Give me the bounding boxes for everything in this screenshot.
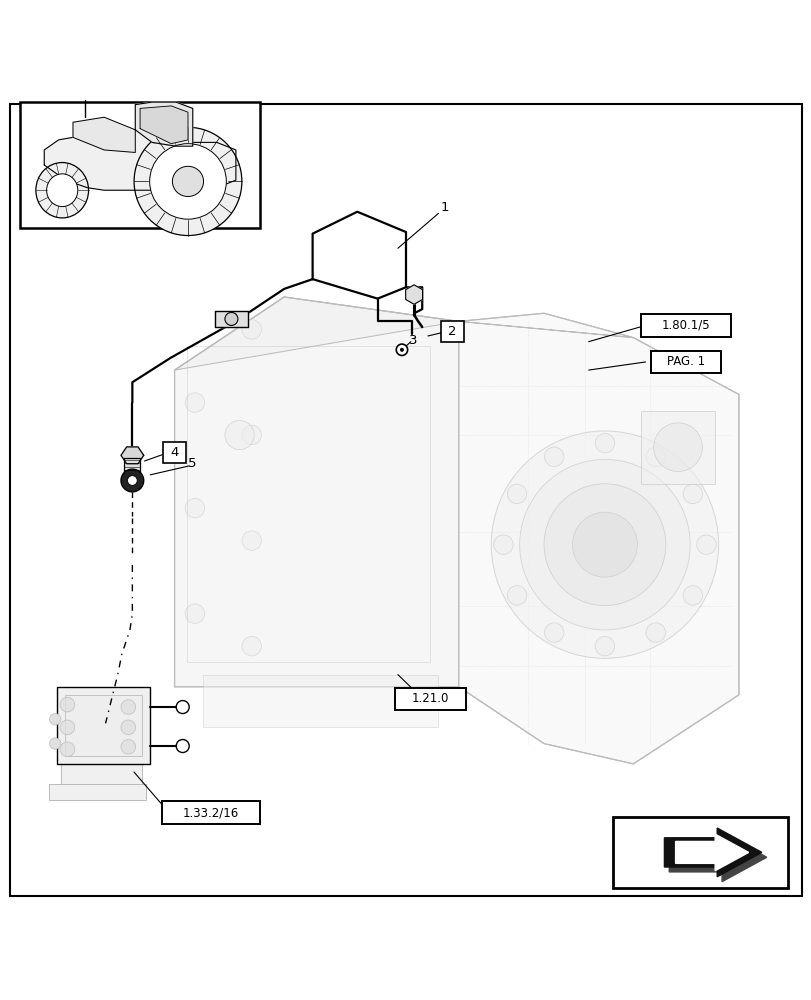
Circle shape [185, 393, 204, 412]
Ellipse shape [134, 127, 242, 236]
Circle shape [572, 512, 637, 577]
Circle shape [242, 636, 261, 656]
Bar [650, 351, 720, 373]
Circle shape [121, 720, 135, 735]
Circle shape [594, 433, 614, 453]
Circle shape [225, 312, 238, 325]
Circle shape [491, 431, 718, 658]
Circle shape [60, 742, 75, 757]
Ellipse shape [36, 163, 88, 218]
Circle shape [127, 476, 137, 485]
Circle shape [543, 484, 665, 606]
Bar [65, 695, 142, 756]
Bar [61, 760, 142, 792]
Text: 1.80.1/5: 1.80.1/5 [661, 319, 710, 332]
Bar [57, 687, 150, 764]
Polygon shape [135, 102, 192, 146]
Circle shape [682, 484, 702, 504]
Circle shape [682, 586, 702, 605]
Polygon shape [406, 285, 422, 304]
Polygon shape [675, 834, 748, 871]
Bar [203, 675, 438, 727]
Ellipse shape [46, 174, 78, 207]
Polygon shape [174, 297, 458, 687]
Circle shape [696, 535, 715, 554]
Circle shape [121, 700, 135, 714]
Bar [187, 346, 430, 662]
Circle shape [185, 604, 204, 623]
Bar [641, 411, 714, 484]
Circle shape [645, 623, 664, 642]
Circle shape [507, 484, 526, 504]
Bar [163, 442, 186, 463]
Circle shape [645, 447, 665, 467]
Bar [641, 314, 730, 337]
Polygon shape [215, 311, 247, 327]
Circle shape [60, 720, 75, 735]
Circle shape [543, 447, 563, 467]
Ellipse shape [172, 166, 204, 197]
Text: 1.21.0: 1.21.0 [411, 692, 448, 705]
Circle shape [396, 344, 407, 355]
Polygon shape [668, 833, 766, 882]
Circle shape [185, 498, 204, 518]
Circle shape [507, 586, 526, 605]
Text: 4: 4 [170, 446, 178, 459]
Circle shape [242, 531, 261, 550]
Circle shape [519, 459, 689, 630]
Circle shape [121, 469, 144, 492]
Bar [440, 321, 463, 342]
Bar [394, 688, 465, 710]
Polygon shape [663, 828, 761, 877]
Polygon shape [139, 106, 187, 144]
Bar [612, 817, 787, 888]
Circle shape [121, 740, 135, 754]
Circle shape [493, 535, 513, 554]
Circle shape [49, 738, 61, 749]
Circle shape [400, 348, 403, 351]
Polygon shape [73, 117, 135, 152]
Text: 3: 3 [409, 334, 417, 347]
Circle shape [242, 320, 261, 339]
Circle shape [242, 425, 261, 445]
Polygon shape [44, 130, 236, 193]
Circle shape [49, 714, 61, 725]
Bar [49, 784, 146, 800]
Text: 5: 5 [188, 457, 196, 470]
Circle shape [594, 636, 614, 656]
Circle shape [176, 701, 189, 714]
Bar [161, 801, 260, 824]
Polygon shape [121, 447, 144, 464]
Circle shape [176, 740, 189, 753]
Text: 1.33.2/16: 1.33.2/16 [182, 806, 239, 819]
Text: 1: 1 [440, 201, 448, 214]
Polygon shape [174, 297, 633, 370]
Text: PAG. 1: PAG. 1 [667, 355, 704, 368]
Ellipse shape [653, 423, 702, 472]
Circle shape [225, 420, 254, 450]
Text: 2: 2 [448, 325, 456, 338]
Circle shape [60, 697, 75, 712]
Bar [124, 458, 140, 472]
Circle shape [543, 623, 563, 642]
Bar [20, 102, 260, 228]
Ellipse shape [149, 144, 226, 219]
Polygon shape [458, 313, 738, 764]
